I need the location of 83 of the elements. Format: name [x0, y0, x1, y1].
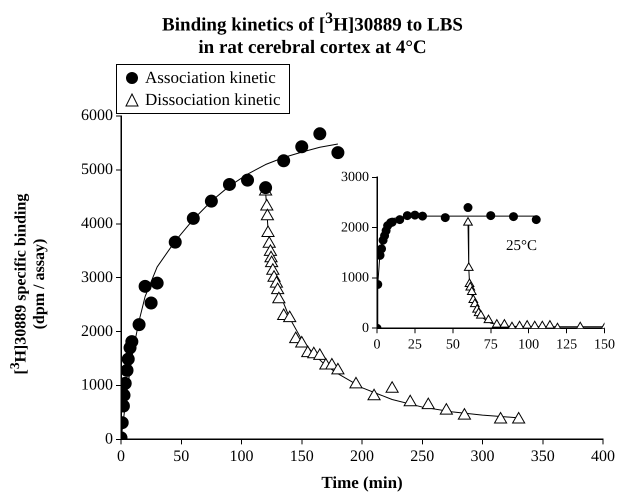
x-axis-title: Time (min): [321, 473, 403, 492]
y-tick-label: 6000: [81, 107, 113, 124]
x-tick-label: 250: [410, 448, 434, 466]
point: [295, 140, 308, 154]
x-tick-label: 0: [117, 448, 125, 466]
point: [313, 348, 326, 360]
point: [260, 208, 274, 220]
point: [509, 212, 518, 222]
point: [418, 212, 427, 221]
legend-label: Association kinetic: [145, 67, 276, 89]
point: [458, 408, 471, 420]
point: [494, 412, 508, 424]
point: [492, 319, 502, 328]
point: [331, 362, 344, 374]
point: [295, 336, 308, 348]
point: [386, 381, 399, 393]
point: [410, 210, 420, 220]
point: [476, 310, 486, 319]
point: [144, 296, 158, 310]
point: [283, 310, 296, 322]
y-tick-label: 0: [362, 320, 369, 336]
x-tick-label: 300: [470, 448, 494, 466]
point: [272, 292, 286, 304]
point: [500, 319, 510, 328]
point: [121, 364, 134, 377]
point: [395, 215, 404, 224]
x-tick-label: 350: [530, 448, 555, 466]
x-tick-label: 100: [230, 448, 254, 466]
point: [486, 211, 496, 220]
y-tick-label: 3000: [81, 268, 113, 286]
point: [466, 286, 477, 296]
point: [464, 262, 474, 271]
x-tick-label: 50: [446, 337, 460, 352]
point: [545, 320, 555, 328]
point: [241, 174, 254, 187]
point: [204, 194, 218, 208]
y-tick-label: 0: [105, 430, 113, 448]
point: [313, 127, 326, 140]
point: [484, 314, 494, 324]
point: [222, 178, 236, 191]
x-tick-label: 25: [408, 337, 422, 352]
chart-title: Binding kinetics of [$^{3}$H]30889 to LBS in rat cerebral cortex at 4°C: [161, 10, 464, 60]
point: [440, 213, 450, 222]
point: [349, 376, 363, 388]
point: [261, 225, 275, 237]
point: [150, 276, 164, 290]
y-tick-label: 3000: [341, 170, 369, 186]
x-tick-label: 200: [350, 448, 374, 466]
point: [440, 403, 453, 415]
y-tick-label: 2000: [81, 322, 113, 340]
x-tick-label: 75: [484, 337, 498, 352]
point: [422, 398, 435, 410]
point: [331, 146, 344, 160]
point: [404, 394, 417, 406]
point: [532, 215, 541, 224]
x-tick-label: 125: [556, 337, 578, 352]
annotation: 25°C: [506, 238, 538, 256]
point: [168, 236, 182, 249]
y-tick-label: 5000: [81, 161, 113, 178]
legend-label: Dissociation kinetic: [145, 89, 281, 111]
y-tick-label: 2000: [341, 220, 369, 236]
y-tick-label: 1000: [341, 270, 369, 286]
y-tick-label: 1000: [81, 376, 113, 394]
point: [277, 154, 290, 168]
x-tick-label: 150: [290, 448, 314, 466]
y-tick-label: 4000: [81, 215, 113, 232]
x-tick-label: 400: [591, 448, 615, 466]
point: [377, 244, 386, 254]
point: [463, 217, 473, 226]
point: [512, 412, 526, 424]
point: [367, 388, 381, 400]
point: [260, 199, 274, 211]
x-tick-label: 50: [173, 448, 190, 466]
x-tick-label: 100: [518, 337, 540, 352]
x-tick-label: 150: [594, 337, 615, 352]
point: [138, 280, 152, 293]
point: [186, 212, 200, 225]
point: [402, 211, 412, 220]
x-tick-label: 0: [374, 337, 380, 352]
point: [271, 282, 284, 294]
point: [464, 203, 472, 212]
point: [522, 320, 532, 328]
point: [132, 318, 146, 332]
